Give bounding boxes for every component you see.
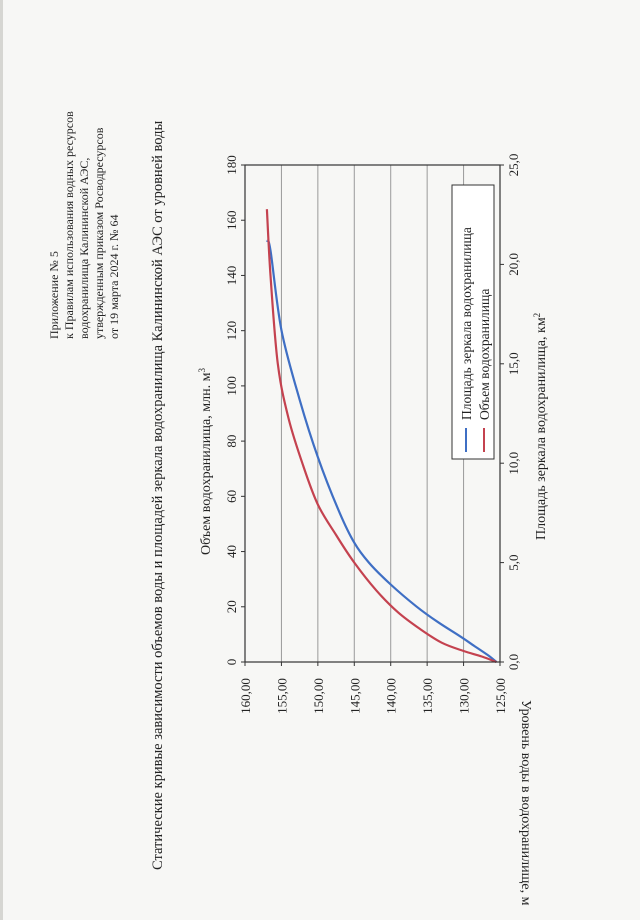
area-tick-label: 0,0 (506, 654, 521, 670)
area-tick-label: 25,0 (506, 154, 521, 177)
volume-tick-label: 20 (224, 600, 239, 613)
volume-tick-label: 0 (224, 659, 239, 666)
area-axis-label-sup: 2 (532, 313, 542, 318)
level-tick-label: 160,00 (238, 678, 253, 714)
area-tick-label: 5,0 (506, 554, 521, 570)
plot-frame (244, 164, 501, 663)
level-axis-title: Уровень воды в водохранилище, м (518, 700, 533, 906)
area-axis-label: Площадь зеркала водохранилища, км (534, 317, 549, 540)
plot-series (265, 209, 498, 664)
header-line-1: Приложение № 5 (47, 251, 61, 339)
volume-axis-label: Объем водохранилища, млн. м (199, 372, 214, 555)
legend-label-volume: Объем водохранилища (477, 289, 492, 420)
level-tick-label: 135,00 (420, 678, 435, 714)
volume-axis-label-sup: 3 (197, 368, 207, 373)
volume-tick-label: 160 (224, 210, 239, 230)
volume-tick-label: 100 (224, 376, 239, 396)
volume-tick-label: 120 (224, 321, 239, 341)
volume-tick-label: 180 (224, 155, 239, 175)
header-line-5: от 19 марта 2024 г. № 64 (107, 215, 121, 340)
volume-axis-title: Объем водохранилища, млн. м3 (197, 368, 214, 555)
legend-box (451, 184, 495, 460)
series-area-line (265, 239, 498, 663)
level-tick-label: 140,00 (384, 678, 399, 714)
chart-title: Статические кривые зависимости объемов в… (150, 121, 166, 870)
volume-tick-label: 140 (224, 266, 239, 286)
header-line-2: к Правилам использования водных ресурсов (62, 111, 76, 339)
header-line-4: утвержденным приказом Росводресурсов (92, 127, 106, 339)
level-tick-label: 130,00 (457, 678, 472, 714)
level-tick-label: 125,00 (493, 678, 508, 714)
volume-tick-label: 40 (224, 545, 239, 558)
legend: Площадь зеркала водохранилища Объем водо… (451, 184, 495, 460)
axis-ticks: 160,00 155,00 150,00 145,00 140,00 135,00 130,… (224, 154, 521, 714)
appendix-header: Приложение № 5 к Правилам использования … (47, 111, 121, 339)
volume-tick-label: 80 (224, 435, 239, 448)
level-tick-label: 155,00 (274, 678, 289, 714)
legend-label-area: Площадь зеркала водохранилища (459, 227, 474, 420)
level-tick-label: 145,00 (347, 678, 362, 714)
area-tick-label: 10,0 (506, 452, 521, 475)
series-volume-line (265, 209, 497, 664)
header-line-3: водохранилища Калининской АЭС, (77, 158, 91, 339)
area-axis-title: Площадь зеркала водохранилища, км2 (532, 313, 549, 540)
scan-border (0, 0, 3, 920)
level-tick-label: 150,00 (311, 678, 326, 714)
volume-tick-label: 60 (224, 490, 239, 503)
area-tick-label: 20,0 (506, 253, 521, 276)
area-tick-label: 15,0 (506, 352, 521, 375)
